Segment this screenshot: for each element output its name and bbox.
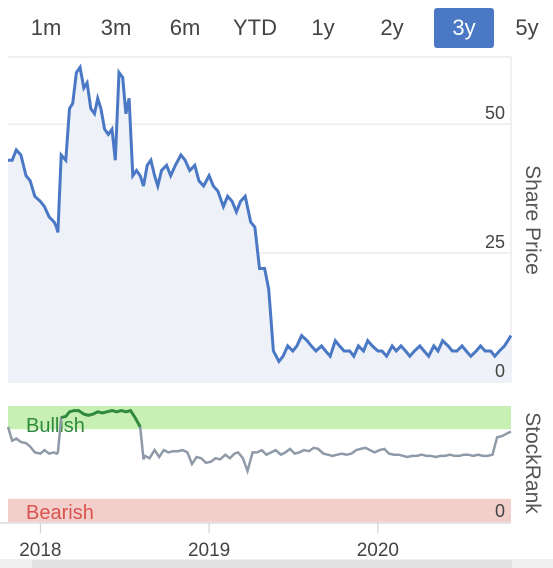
x-tick-label: 2019 xyxy=(188,540,230,561)
stockrank-y-tick-labels: 0 xyxy=(495,501,505,521)
range-tab-3y[interactable]: 3y xyxy=(434,8,494,48)
bearish-label: Bearish xyxy=(26,502,94,524)
price-y-tick-label: 25 xyxy=(485,232,505,252)
price-y-tick-label: 50 xyxy=(485,103,505,123)
range-tab-2y[interactable]: 2y xyxy=(380,15,404,40)
x-axis: 2018 2019 2020 xyxy=(0,522,511,561)
range-tab-6m[interactable]: 6m xyxy=(169,15,201,40)
stockrank-bullish-line xyxy=(60,408,142,428)
price-y-tick-label: 0 xyxy=(495,361,505,381)
range-tab-1m[interactable]: 1m xyxy=(30,15,62,40)
range-tab-5y[interactable]: 5y xyxy=(515,15,539,40)
bullish-band xyxy=(8,406,511,430)
range-selector: 1m 3m 6m YTD 1y 2y 3y 5y xyxy=(0,0,553,56)
stockrank-axis-title: StockRank xyxy=(521,412,544,514)
x-tick-label: 2018 xyxy=(19,540,61,561)
share-price-line xyxy=(8,63,513,365)
bullish-label: Bullish xyxy=(26,415,85,437)
price-area-fill xyxy=(8,67,511,383)
price-y-tick-labels: 0 25 50 xyxy=(485,103,505,381)
scrollbar-thumb[interactable] xyxy=(32,560,512,568)
range-tab-1y[interactable]: 1y xyxy=(311,15,335,40)
range-tab-ytd[interactable]: YTD xyxy=(233,15,277,40)
range-tab-3m[interactable]: 3m xyxy=(100,15,132,40)
stockrank-y-tick-label: 0 xyxy=(495,501,505,521)
bearish-band xyxy=(8,498,511,522)
share-price-axis-title: Share Price xyxy=(521,165,544,275)
x-tick-label: 2020 xyxy=(357,540,399,561)
